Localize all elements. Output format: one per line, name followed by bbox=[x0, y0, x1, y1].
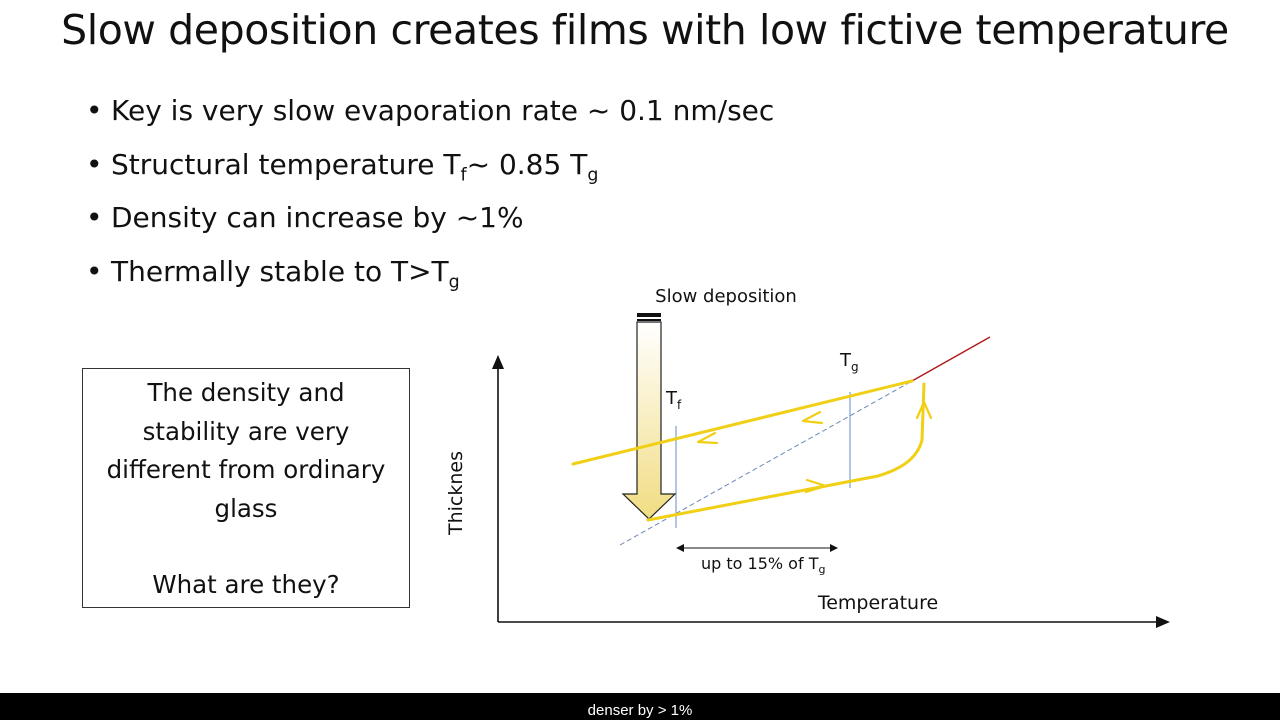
box-line: glass bbox=[214, 493, 278, 523]
slide-title: Slow deposition creates films with low f… bbox=[61, 6, 1229, 54]
question-box: The density and stability are very diffe… bbox=[82, 368, 410, 608]
caption-text: denser by > 1% bbox=[587, 702, 693, 719]
y-axis-label: Thicknes bbox=[445, 451, 467, 536]
arrowhead-cooling-upper bbox=[801, 410, 824, 425]
box-question: What are they? bbox=[152, 570, 340, 599]
tf-label-sub: f bbox=[677, 398, 682, 412]
arrowhead-heating bbox=[804, 478, 828, 494]
bullet-evaporation-rate: • Key is very slow evaporation rate ~ 0.1… bbox=[86, 94, 775, 127]
y-axis-arrowhead bbox=[492, 355, 504, 369]
thickness-temperature-diagram: Thicknes Temperature Slow deposition Tf … bbox=[445, 286, 1170, 628]
glass-curves bbox=[571, 379, 926, 522]
tg-label: Tg bbox=[839, 350, 859, 374]
bullet-list: • Key is very slow evaporation rate ~ 0.1… bbox=[86, 94, 774, 308]
x-axis-label: Temperature bbox=[817, 592, 938, 614]
range-bracket bbox=[676, 544, 838, 552]
supercooled-liquid-guide bbox=[619, 380, 913, 546]
bullet-density: • Density can increase by ~1% bbox=[86, 201, 524, 234]
bullet-thermal-stability: • Thermally stable to T>Tg bbox=[86, 254, 460, 293]
deposition-label: Slow deposition bbox=[655, 286, 797, 307]
stable-glass-heating-curve bbox=[646, 382, 926, 522]
range-label-main: up to 15% of T bbox=[701, 554, 819, 573]
tf-label-main: T bbox=[665, 388, 678, 409]
curve-arrowheads bbox=[696, 400, 933, 494]
tg-label-sub: g bbox=[851, 360, 859, 374]
tg-label-main: T bbox=[839, 350, 852, 371]
caption-bar: denser by > 1% bbox=[0, 693, 1280, 720]
deposition-arrow bbox=[621, 313, 677, 520]
arrowhead-cooling-lower bbox=[696, 431, 719, 445]
liquid-line bbox=[911, 336, 991, 382]
range-label-sub: g bbox=[818, 563, 825, 576]
ordinary-glass-line bbox=[571, 379, 914, 466]
arrowhead-upward bbox=[915, 400, 933, 420]
tf-label: Tf bbox=[665, 388, 682, 412]
bullet-structural-temperature: • Structural temperature Tf~ 0.85 Tg bbox=[86, 147, 599, 186]
box-line: different from ordinary bbox=[106, 455, 386, 484]
range-label: up to 15% of Tg bbox=[701, 554, 825, 576]
box-line: stability are very bbox=[142, 416, 350, 446]
x-axis-arrowhead bbox=[1156, 616, 1170, 628]
axes bbox=[492, 355, 1170, 628]
box-line: The density and bbox=[147, 378, 345, 407]
